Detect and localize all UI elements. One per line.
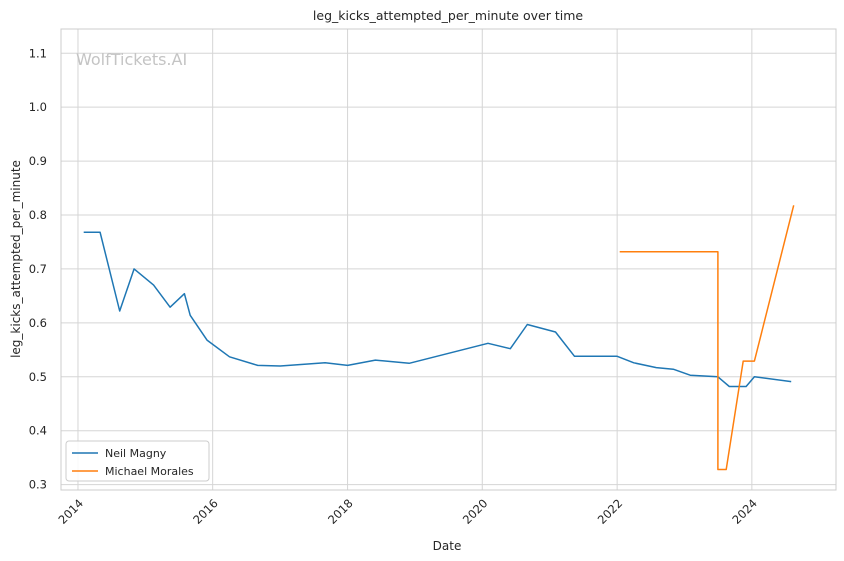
- y-axis-ticks: 0.3 0.4 0.5 0.6 0.7 0.8 0.9 1.0 1.1: [29, 46, 47, 491]
- y-tick-label: 0.9: [29, 154, 47, 168]
- plot-frame: [60, 28, 837, 491]
- y-tick-label: 0.3: [29, 478, 47, 492]
- y-axis-label: leg_kicks_attempted_per_minute: [9, 160, 23, 358]
- y-tick-label: 1.1: [29, 46, 47, 60]
- y-tick-label: 0.4: [29, 424, 47, 438]
- series-line-1: [83, 231, 792, 388]
- y-tick-label: 0.6: [29, 316, 47, 330]
- legend-box: [65, 440, 210, 482]
- legend: Neil Magny Michael Morales: [65, 440, 210, 482]
- grid-lines: [61, 29, 836, 490]
- y-tick-label: 0.8: [29, 208, 47, 222]
- series-line-2: [619, 205, 795, 471]
- legend-label: Michael Morales: [105, 465, 194, 478]
- watermark-text: WolfTickets.AI: [76, 50, 187, 69]
- x-axis-label: Date: [433, 539, 462, 553]
- y-tick-label: 0.7: [29, 262, 47, 276]
- y-tick-label: 0.5: [29, 370, 47, 384]
- y-tick-label: 1.0: [29, 100, 47, 114]
- legend-label: Neil Magny: [105, 447, 167, 460]
- data-series: [83, 205, 795, 471]
- chart-title: leg_kicks_attempted_per_minute over time: [313, 8, 583, 23]
